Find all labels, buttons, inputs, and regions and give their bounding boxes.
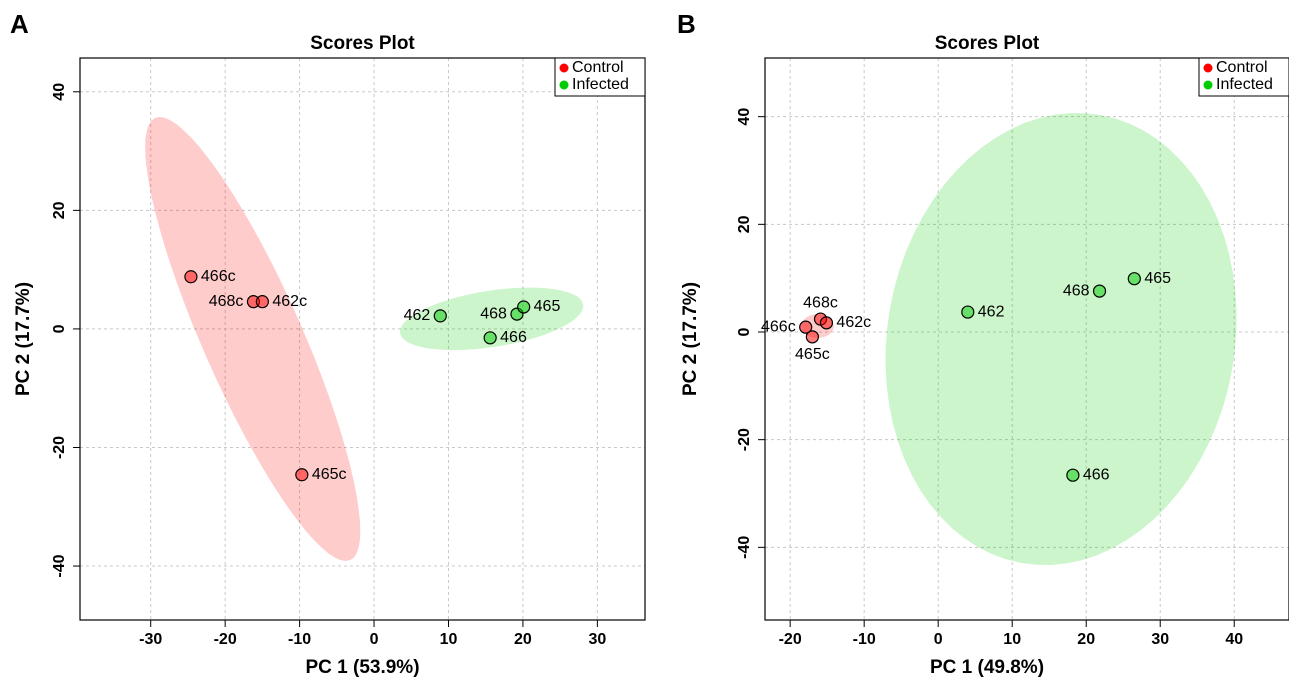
confidence-ellipse <box>145 117 361 561</box>
x-axis-label: PC 1 (49.8%) <box>930 657 1044 678</box>
x-tick-label: 10 <box>1003 631 1021 648</box>
y-tick-label: -20 <box>736 428 753 451</box>
point-label: 465c <box>312 466 347 483</box>
panel: B Scores Plot -20 -10 0 10 20 30 40 -40 -20 0 20 40 46… <box>677 9 1289 678</box>
legend-marker <box>559 80 569 90</box>
legend-marker <box>1203 63 1213 73</box>
x-tick-label: 0 <box>370 631 379 648</box>
point-label: 466 <box>1083 466 1110 483</box>
x-axis-label: PC 1 (53.9%) <box>305 657 419 678</box>
point <box>1092 284 1107 298</box>
legend-marker <box>1203 80 1213 90</box>
y-tick-label: 40 <box>736 108 753 126</box>
x-tick-label: -10 <box>288 631 311 648</box>
legend-box <box>1198 57 1289 97</box>
point-label: 466c <box>201 268 236 285</box>
x-tick-label: -20 <box>214 631 237 648</box>
point-label: 465 <box>1144 270 1171 287</box>
point <box>255 295 269 309</box>
point <box>483 331 497 345</box>
panel-label: A <box>10 9 29 39</box>
x-tick-label: 20 <box>1077 631 1095 648</box>
plot-frame <box>764 57 1289 621</box>
chart-title: Scores Plot <box>310 33 415 54</box>
point-label: 462 <box>404 307 431 324</box>
legend-box <box>554 57 646 97</box>
y-axis-label: PC 2 (17.7%) <box>680 282 701 396</box>
x-tick-label: 40 <box>1225 631 1243 648</box>
point <box>517 300 531 314</box>
confidence-ellipse <box>400 287 584 351</box>
point-label: 462c <box>272 293 307 310</box>
x-tick-label: 10 <box>440 631 458 648</box>
y-tick-label: -40 <box>736 536 753 559</box>
legend-label: Control <box>572 59 624 76</box>
point-label: 466c <box>761 318 796 335</box>
point <box>1127 272 1141 286</box>
x-tick-label: 30 <box>1151 631 1169 648</box>
legend-marker <box>559 63 569 73</box>
y-tick-label: -40 <box>51 554 68 577</box>
y-axis-label: PC 2 (17.7%) <box>13 282 34 396</box>
point-label: 468 <box>1063 282 1090 299</box>
point-label: 462 <box>978 303 1005 320</box>
legend-label: Infected <box>572 76 629 93</box>
y-tick-label: 20 <box>51 201 68 219</box>
panel: A Scores Plot -30 -20 -10 0 10 20 30 -40 -20 0 20 40 4… <box>10 9 646 678</box>
x-tick-label: 20 <box>514 631 532 648</box>
x-tick-label: 0 <box>934 631 943 648</box>
legend-label: Infected <box>1216 76 1273 93</box>
point-label: 468c <box>209 293 244 310</box>
point-label: 465 <box>534 298 561 315</box>
x-tick-label: -30 <box>139 631 162 648</box>
point-label: 465c <box>795 346 830 363</box>
y-tick-label: 0 <box>51 324 68 333</box>
y-tick-label: 0 <box>736 327 753 336</box>
point <box>184 270 198 284</box>
point-label: 468c <box>803 294 838 311</box>
y-tick-label: 40 <box>51 83 68 101</box>
point <box>819 316 834 330</box>
plot-frame <box>79 57 646 621</box>
point <box>295 468 309 482</box>
point <box>961 305 975 319</box>
point <box>433 309 447 323</box>
legend-label: Control <box>1216 59 1268 76</box>
confidence-ellipse <box>885 113 1237 565</box>
chart-title: Scores Plot <box>935 33 1040 54</box>
point <box>805 330 819 344</box>
point-label: 468 <box>480 305 507 322</box>
y-tick-label: 20 <box>736 215 753 233</box>
point-label: 466 <box>500 329 527 346</box>
point <box>1066 468 1080 482</box>
y-tick-label: -20 <box>51 436 68 459</box>
point-label: 462c <box>836 314 871 331</box>
point <box>799 320 813 334</box>
x-tick-label: -10 <box>853 631 876 648</box>
panel-label: B <box>677 9 696 39</box>
x-tick-label: 30 <box>588 631 606 648</box>
x-tick-label: -20 <box>779 631 802 648</box>
